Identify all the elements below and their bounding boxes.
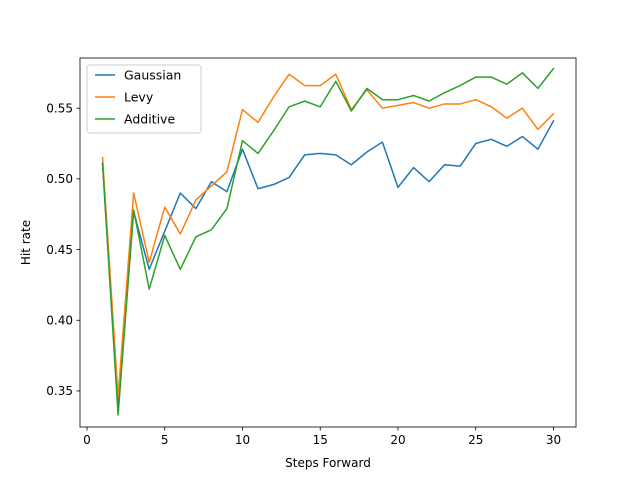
series-line-additive bbox=[101, 67, 555, 416]
legend: Gaussian Levy Additive bbox=[86, 64, 202, 134]
y-tick-label: 0.35 bbox=[46, 384, 73, 398]
y-axis-label: Hit rate bbox=[19, 220, 33, 265]
x-axis-label: Steps Forward bbox=[285, 456, 371, 470]
x-tick-label: 0 bbox=[83, 433, 91, 447]
x-tick-label: 5 bbox=[161, 433, 169, 447]
y-tick-label: 0.40 bbox=[46, 314, 73, 328]
x-tick-label: 30 bbox=[546, 433, 561, 447]
series-line-levy bbox=[101, 73, 555, 398]
legend-label-additive: Additive bbox=[124, 112, 175, 127]
legend-label-levy: Levy bbox=[124, 90, 154, 105]
y-tick-label: 0.55 bbox=[46, 101, 73, 115]
y-tick-label: 0.45 bbox=[46, 243, 73, 257]
x-tick-label: 25 bbox=[468, 433, 483, 447]
series-line-gaussian bbox=[101, 119, 555, 411]
x-tick-label: 10 bbox=[235, 433, 250, 447]
legend-entries: Gaussian Levy Additive bbox=[95, 68, 181, 127]
legend-box bbox=[86, 64, 202, 134]
x-tick-label: 20 bbox=[390, 433, 405, 447]
x-axis-ticks: 0 5 10 15 20 25 30 bbox=[83, 427, 561, 447]
x-tick-label: 15 bbox=[313, 433, 328, 447]
y-axis-ticks: 0.35 0.40 0.45 0.50 0.55 bbox=[46, 101, 80, 398]
y-tick-label: 0.50 bbox=[46, 172, 73, 186]
plot-frame bbox=[79, 57, 577, 428]
legend-label-gaussian: Gaussian bbox=[124, 68, 181, 83]
series-layer bbox=[101, 67, 555, 416]
